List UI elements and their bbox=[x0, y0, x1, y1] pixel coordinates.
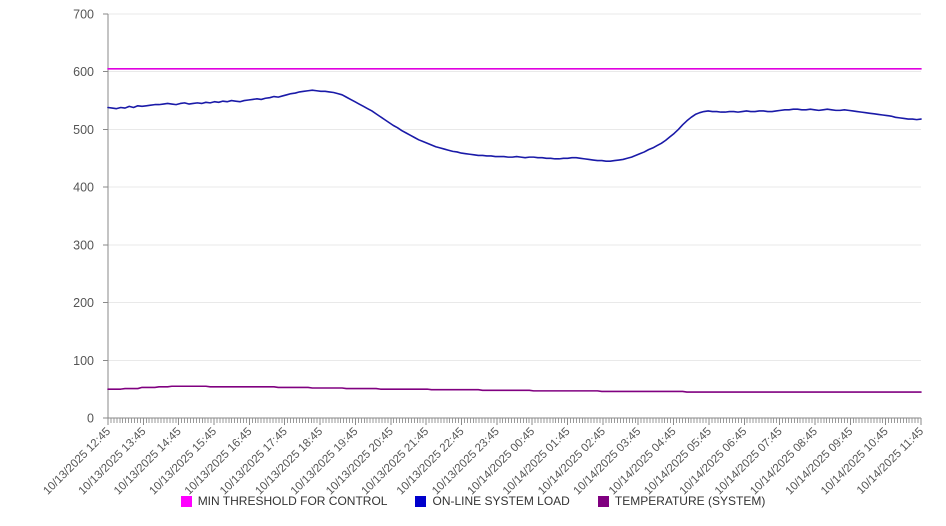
x-tick-label: 10/14/2025 05:45 bbox=[642, 426, 714, 498]
legend-item[interactable]: ON-LINE SYSTEM LOAD bbox=[415, 494, 570, 508]
y-tick-label: 100 bbox=[73, 354, 94, 368]
x-tick-label: 10/14/2025 08:45 bbox=[748, 426, 820, 498]
y-tick-label: 700 bbox=[73, 8, 94, 22]
legend-item[interactable]: MIN THRESHOLD FOR CONTROL bbox=[180, 494, 388, 508]
x-tick-label: 10/13/2025 16:45 bbox=[183, 426, 255, 498]
x-tick-label: 10/14/2025 06:45 bbox=[678, 426, 750, 498]
legend-label: MIN THRESHOLD FOR CONTROL bbox=[197, 494, 388, 508]
y-axis-ticks: 0 100 200 300 400 500 600 700 bbox=[73, 8, 108, 426]
x-tick-label: 10/13/2025 22:45 bbox=[395, 426, 467, 498]
y-tick-label: 600 bbox=[73, 65, 94, 79]
x-tick-label: 10/14/2025 11:45 bbox=[855, 426, 926, 497]
data-series bbox=[107, 68, 922, 393]
x-tick-label: 10/13/2025 20:45 bbox=[324, 426, 396, 498]
x-tick-label: 10/14/2025 02:45 bbox=[536, 426, 608, 498]
series-line bbox=[107, 385, 922, 393]
series-line bbox=[107, 89, 922, 162]
y-tick-label: 500 bbox=[73, 123, 94, 137]
x-tick-label: 10/13/2025 15:45 bbox=[147, 426, 219, 498]
x-tick-label: 10/14/2025 00:45 bbox=[466, 426, 538, 498]
y-tick-label: 300 bbox=[73, 238, 94, 252]
x-tick-label: 10/13/2025 14:45 bbox=[112, 426, 184, 498]
x-tick-label: 10/14/2025 07:45 bbox=[713, 426, 785, 498]
axis-lines bbox=[107, 14, 921, 419]
x-tick-label: 10/13/2025 17:45 bbox=[218, 426, 290, 498]
legend-color-swatch bbox=[180, 495, 192, 507]
x-tick-label: 10/13/2025 19:45 bbox=[289, 426, 361, 498]
x-tick-label: 10/13/2025 18:45 bbox=[253, 426, 325, 498]
legend-color-swatch bbox=[597, 495, 609, 507]
x-tick-label: 10/14/2025 09:45 bbox=[784, 426, 856, 498]
x-tick-label: 10/13/2025 13:45 bbox=[77, 426, 149, 498]
x-tick-label: 10/14/2025 01:45 bbox=[501, 426, 573, 498]
legend-color-swatch bbox=[415, 495, 427, 507]
legend-label: ON-LINE SYSTEM LOAD bbox=[432, 494, 570, 508]
x-tick-label: 10/14/2025 04:45 bbox=[607, 426, 679, 498]
chart-legend: MIN THRESHOLD FOR CONTROL ON-LINE SYSTEM … bbox=[0, 494, 946, 508]
x-tick-label: 10/14/2025 10:45 bbox=[819, 426, 891, 498]
x-tick-label: 10/13/2025 21:45 bbox=[359, 426, 431, 498]
y-tick-label: 400 bbox=[73, 181, 94, 195]
legend-label: TEMPERATURE (SYSTEM) bbox=[614, 494, 766, 508]
x-tick-label: 10/13/2025 12:45 bbox=[41, 426, 113, 498]
x-tick-label: 10/14/2025 03:45 bbox=[572, 426, 644, 498]
gridlines bbox=[108, 13, 921, 361]
y-tick-label: 0 bbox=[87, 412, 94, 426]
y-tick-label: 200 bbox=[73, 296, 94, 310]
x-axis-ticks bbox=[107, 418, 922, 425]
legend-item[interactable]: TEMPERATURE (SYSTEM) bbox=[597, 494, 766, 508]
x-tick-label: 10/13/2025 23:45 bbox=[430, 426, 502, 498]
